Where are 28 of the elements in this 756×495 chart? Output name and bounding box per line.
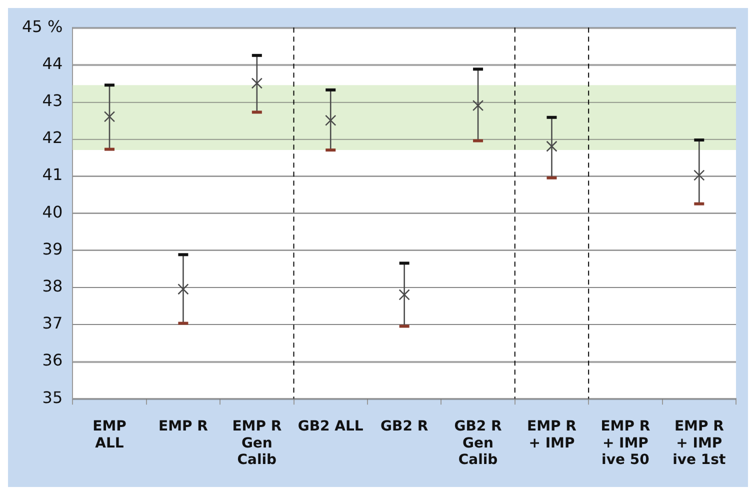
- y-tick-label: 44: [42, 54, 63, 73]
- y-tick-label: 35: [42, 388, 63, 407]
- x-tick-label: GB2 R Gen Calib: [454, 418, 502, 468]
- x-tick-label: EMP R: [158, 418, 208, 435]
- y-tick-label: 41: [42, 165, 63, 184]
- y-tick-label: 38: [42, 276, 63, 296]
- point: [472, 100, 484, 112]
- point: [546, 140, 558, 152]
- y-tick-label: 37: [42, 314, 63, 333]
- y-tick-label: 43: [42, 90, 63, 110]
- x-tick-label: EMP R + IMP: [527, 418, 577, 452]
- point: [178, 284, 189, 295]
- x-tick-label: EMP R + IMP ive 50: [600, 418, 650, 468]
- x-tick-label: EMP ALL: [92, 418, 126, 452]
- y-tick-label: 36: [42, 350, 63, 370]
- point: [104, 111, 116, 122]
- x-tick-label: GB2 R: [380, 418, 428, 435]
- y-tick-label: 39: [42, 239, 63, 258]
- x-tick-label: EMP R Gen Calib: [232, 418, 282, 468]
- point: [398, 289, 410, 300]
- x-tick-label: GB2 ALL: [298, 418, 364, 435]
- y-tick-label: 45 %: [22, 16, 63, 36]
- y-tick-label: 40: [42, 202, 63, 222]
- y-tick-label: 42: [42, 128, 63, 148]
- point: [251, 78, 263, 89]
- point: [325, 114, 336, 126]
- point: [694, 170, 705, 181]
- x-tick-label: EMP R + IMP ive 1st: [672, 418, 726, 468]
